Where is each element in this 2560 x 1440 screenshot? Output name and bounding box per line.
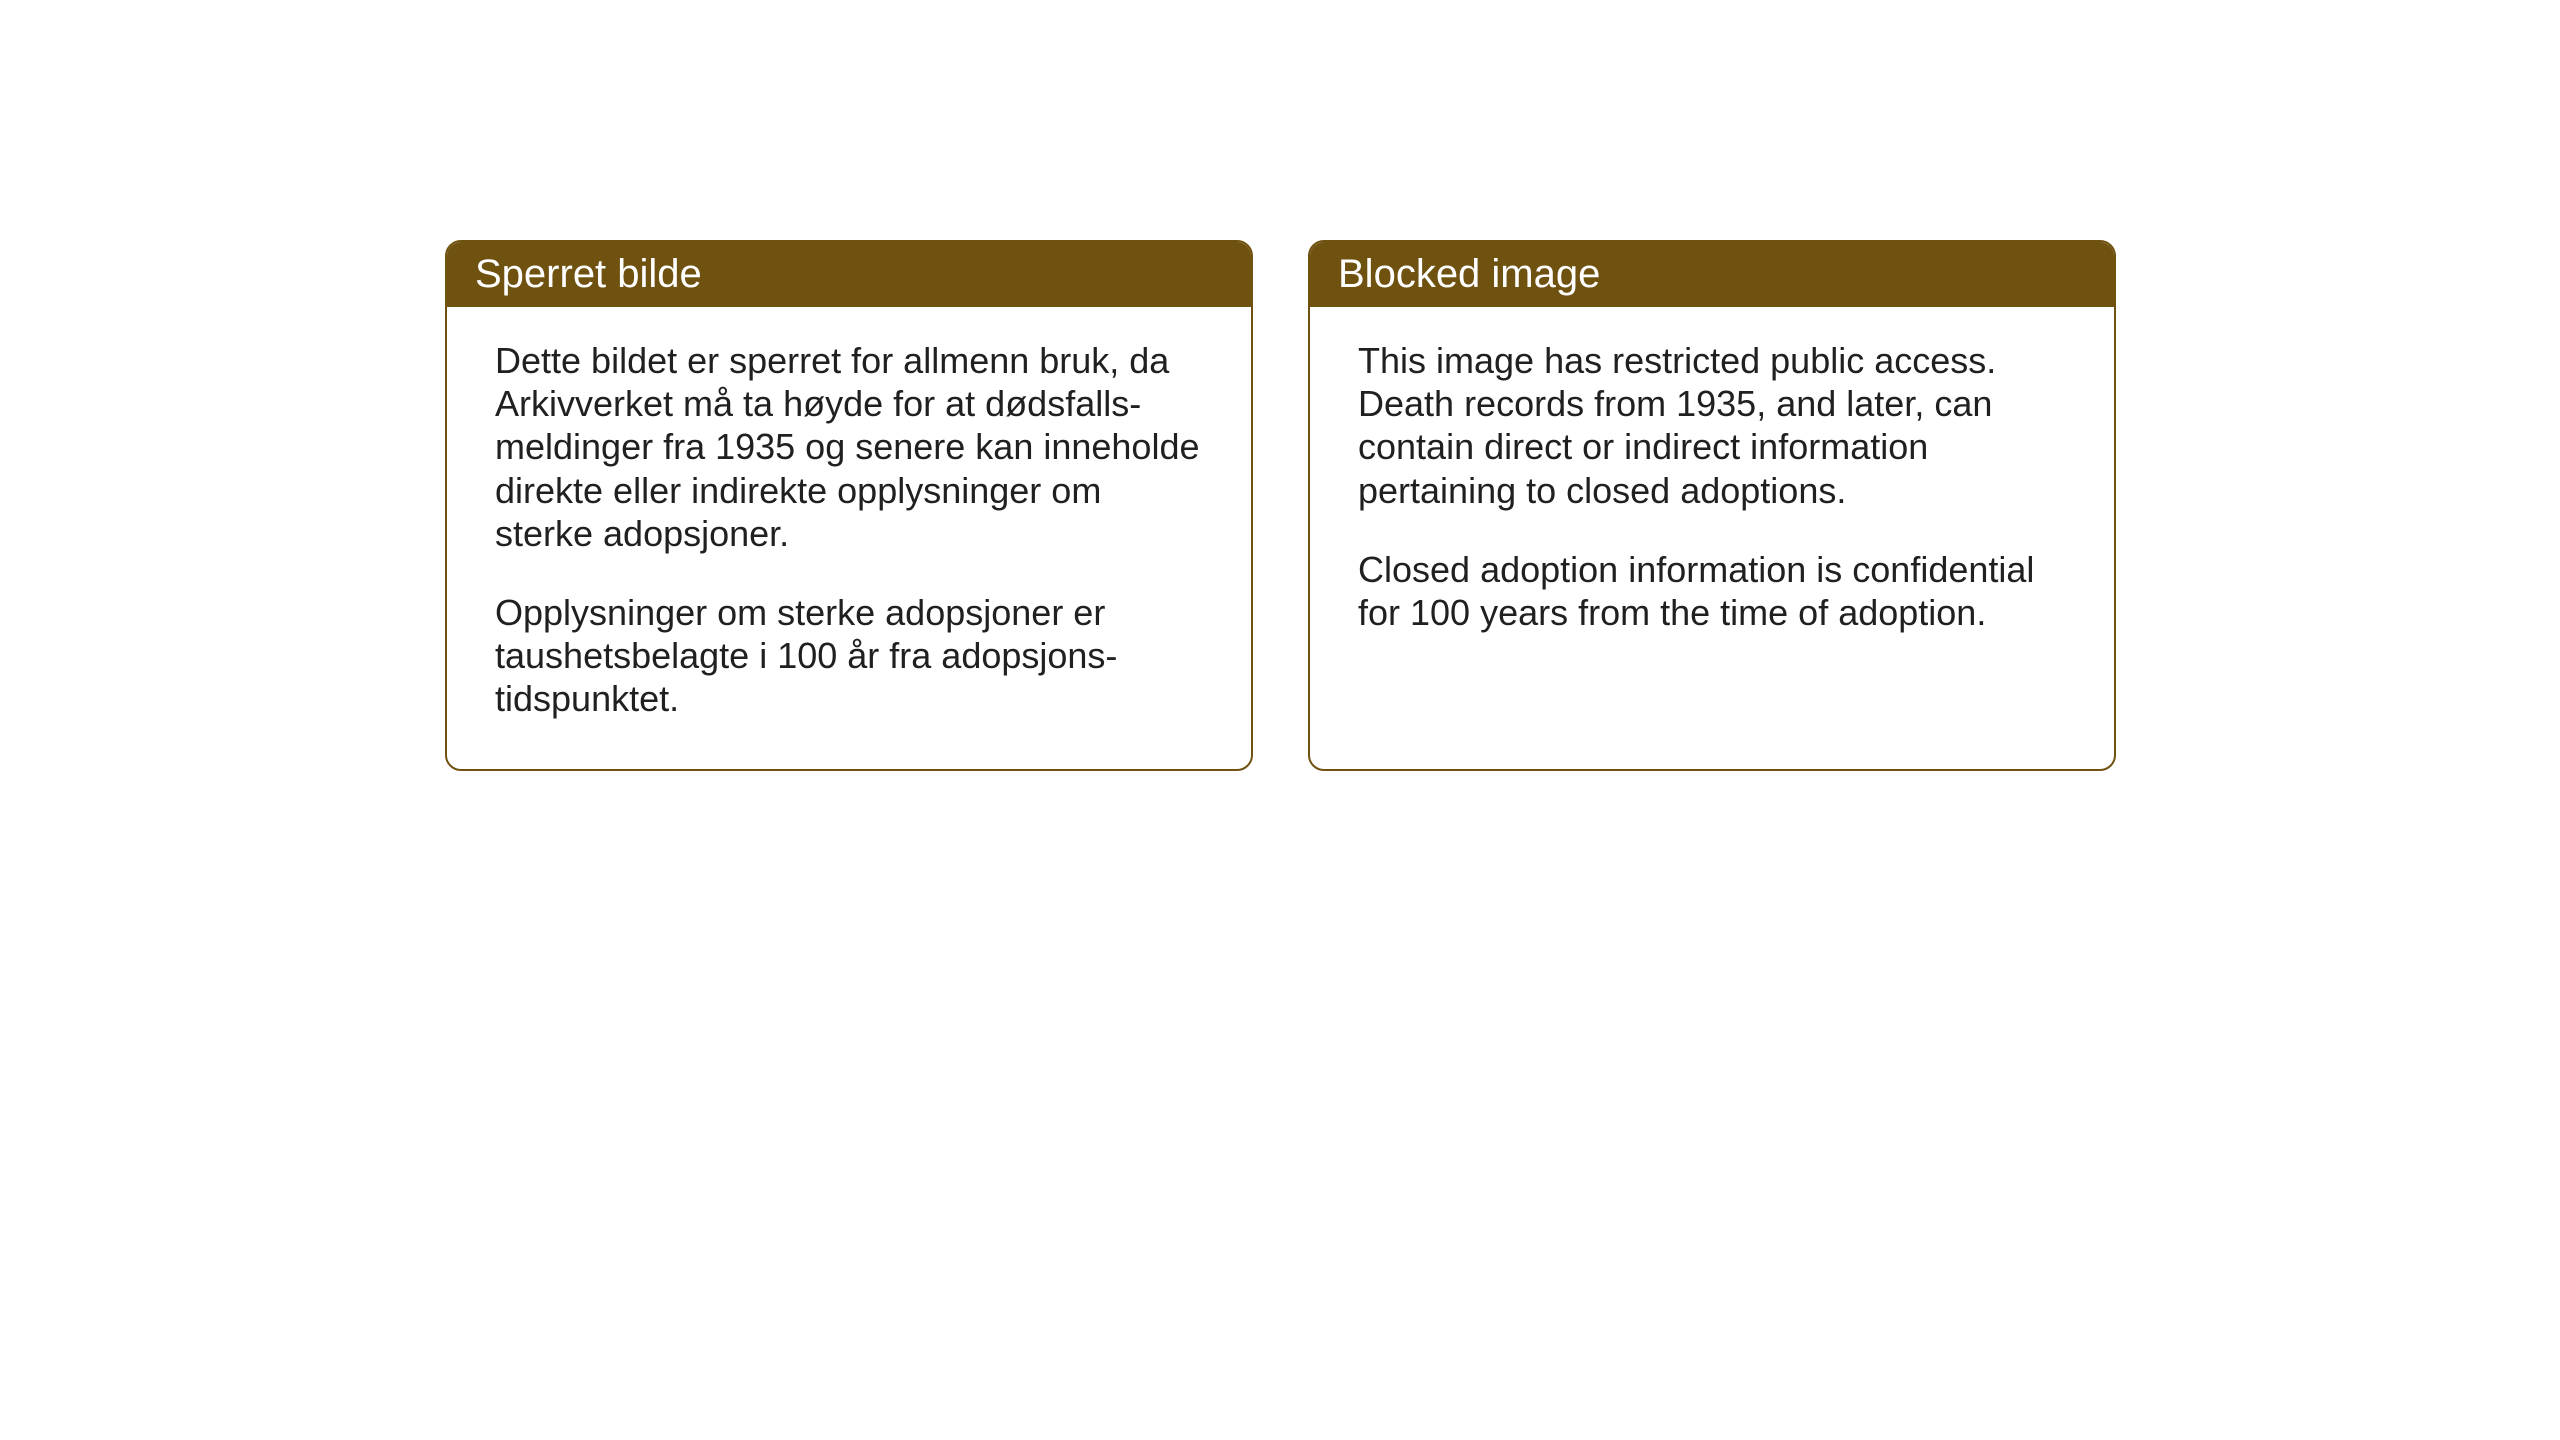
cards-container: Sperret bilde Dette bildet er sperret fo…: [445, 240, 2116, 771]
card-english: Blocked image This image has restricted …: [1308, 240, 2116, 771]
card-body-english: This image has restricted public access.…: [1310, 307, 2114, 682]
card-paragraph-2-norwegian: Opplysninger om sterke adopsjoner er tau…: [495, 591, 1203, 721]
card-body-norwegian: Dette bildet er sperret for allmenn bruk…: [447, 307, 1251, 769]
card-norwegian: Sperret bilde Dette bildet er sperret fo…: [445, 240, 1253, 771]
card-paragraph-1-norwegian: Dette bildet er sperret for allmenn bruk…: [495, 339, 1203, 555]
card-title-english: Blocked image: [1338, 252, 1600, 296]
card-paragraph-2-english: Closed adoption information is confident…: [1358, 548, 2066, 634]
card-paragraph-1-english: This image has restricted public access.…: [1358, 339, 2066, 512]
card-title-norwegian: Sperret bilde: [475, 252, 702, 296]
card-header-norwegian: Sperret bilde: [447, 242, 1251, 307]
card-header-english: Blocked image: [1310, 242, 2114, 307]
